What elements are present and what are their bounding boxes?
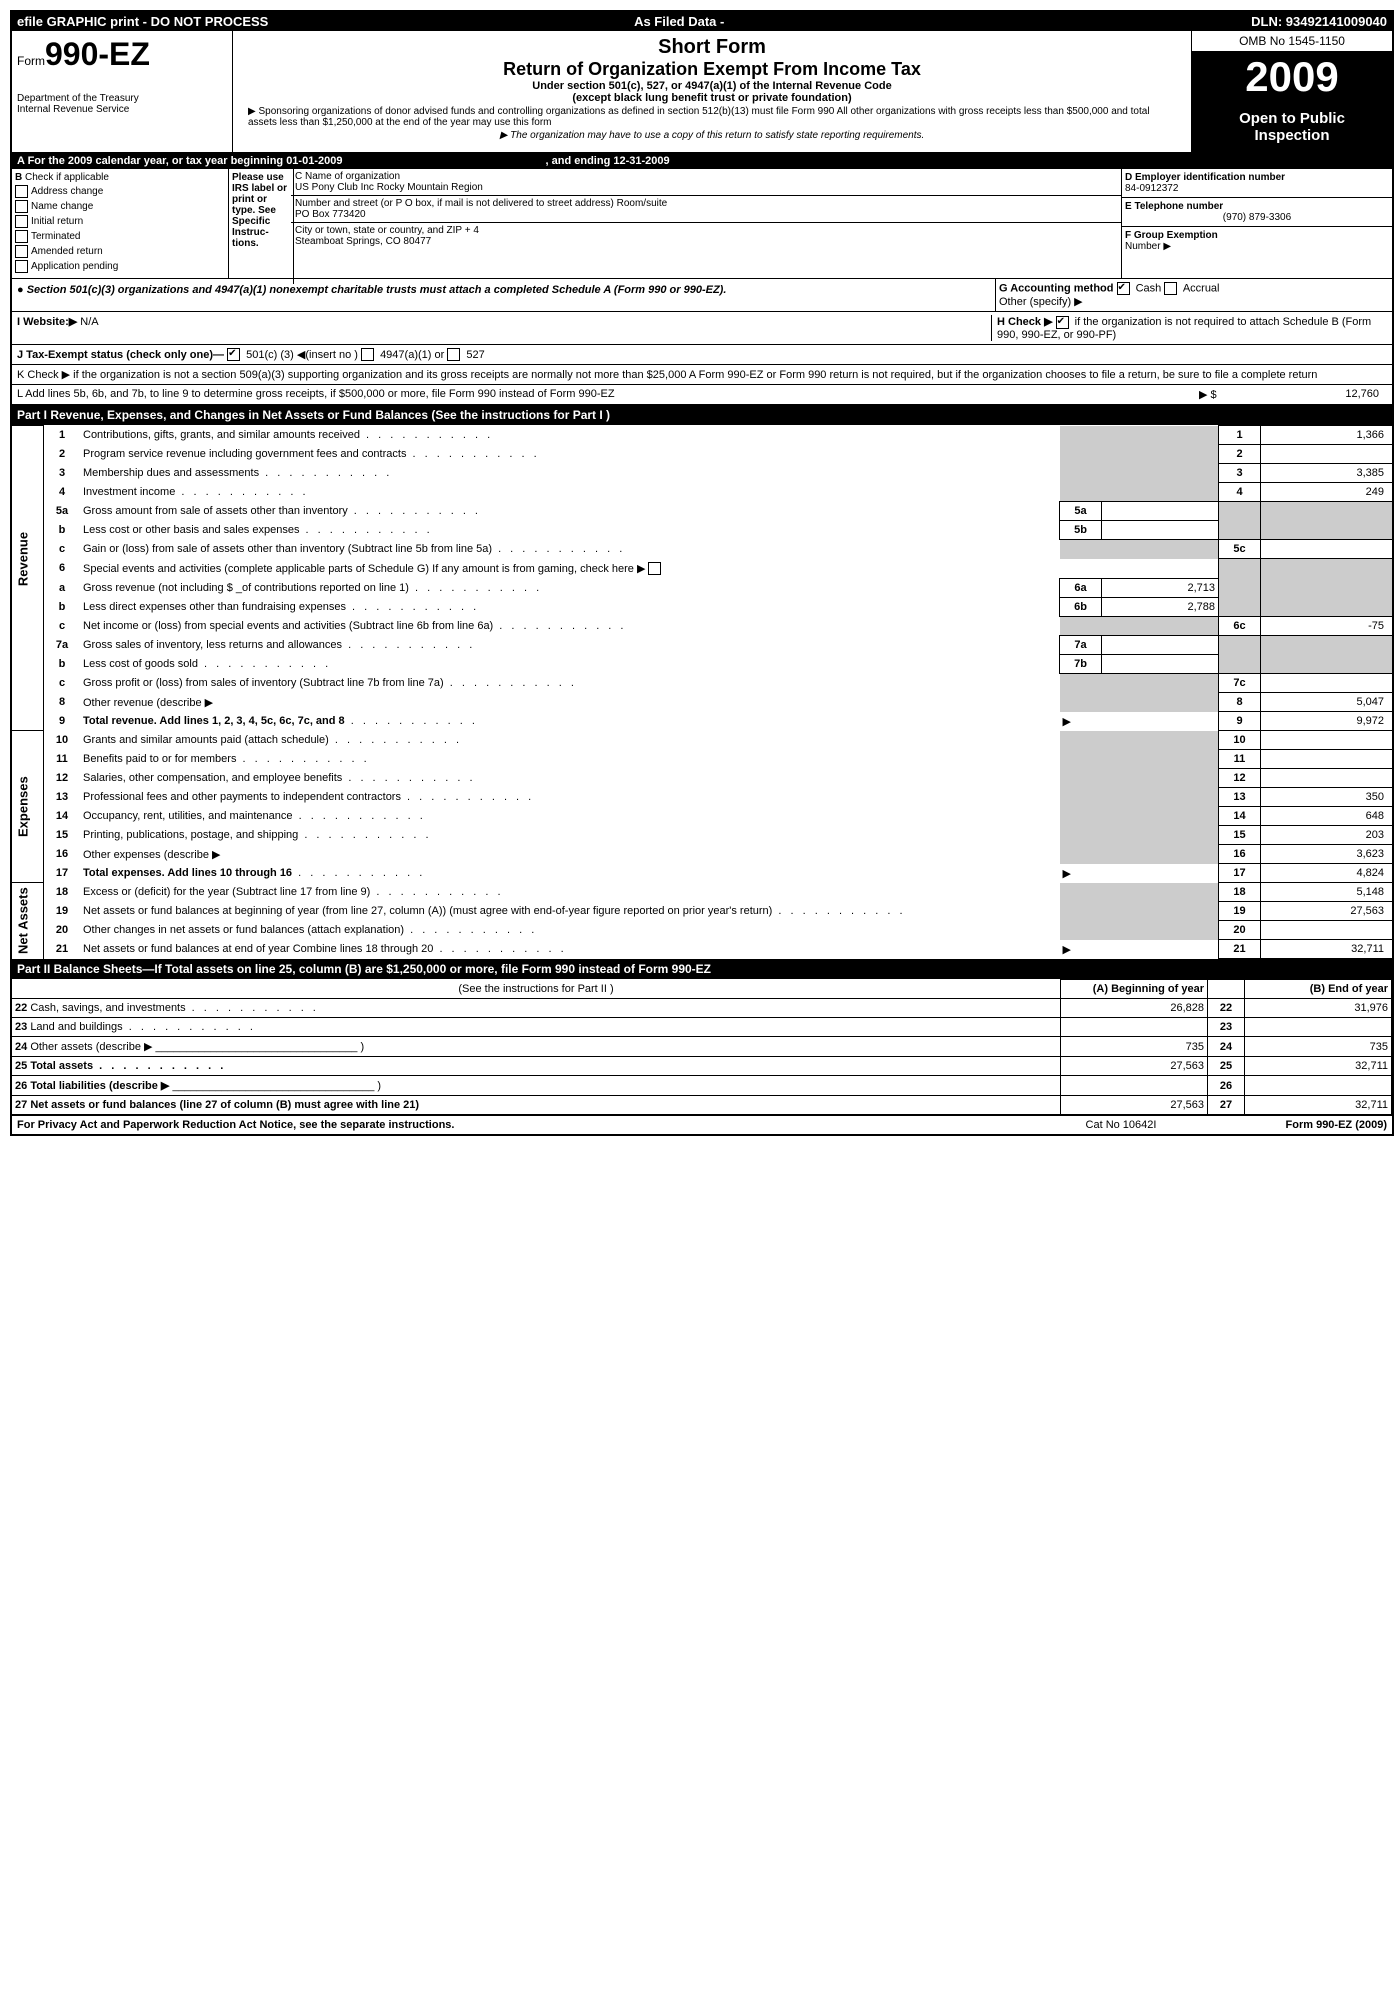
netassets-label: Net Assets: [12, 883, 44, 959]
copy-text: ▶ The organization may have to use a cop…: [238, 130, 1186, 141]
tax-year: 2009: [1192, 52, 1392, 102]
chk-gaming[interactable]: [648, 562, 661, 575]
chk-527[interactable]: [447, 348, 460, 361]
right-cell: OMB No 1545-1150 2009 Open to Public Ins…: [1191, 31, 1392, 152]
form-990ez: efile GRAPHIC print - DO NOT PROCESS As …: [10, 10, 1394, 1136]
chk-cash[interactable]: [1117, 282, 1130, 295]
part1-table: Revenue 1Contributions, gifts, grants, a…: [12, 425, 1392, 959]
short-form-title: Short Form: [238, 36, 1186, 59]
form-number: 990-EZ: [45, 36, 150, 72]
row-a: A For the 2009 calendar year, or tax yea…: [12, 153, 1392, 169]
chk-address-change[interactable]: Address change: [15, 185, 225, 198]
subtitle-2: (except black lung benefit trust or priv…: [238, 92, 1186, 104]
sec-501-right: G Accounting method Cash Accrual Other (…: [995, 279, 1392, 311]
city-row: City or town, state or country, and ZIP …: [291, 223, 1121, 249]
col-b-org-info: Please use IRS label or print or type. S…: [229, 169, 1121, 278]
k-row: K Check ▶ if the organization is not a s…: [12, 365, 1392, 385]
org-name-row: C Name of organization US Pony Club Inc …: [291, 169, 1121, 196]
chk-pending[interactable]: Application pending: [15, 260, 225, 273]
form-prefix: Form: [17, 54, 45, 68]
irs-text: Internal Revenue Service: [17, 104, 227, 115]
addr-row: Number and street (or P O box, if mail i…: [291, 196, 1121, 223]
expenses-label: Expenses: [12, 731, 44, 883]
return-title: Return of Organization Exempt From Incom…: [238, 59, 1186, 80]
title-section: Form990-EZ Department of the Treasury In…: [12, 31, 1392, 153]
chk-4947[interactable]: [361, 348, 374, 361]
top-header: efile GRAPHIC print - DO NOT PROCESS As …: [12, 12, 1392, 31]
website-row: I Website:▶ N/A H Check ▶ if the organiz…: [12, 312, 1392, 345]
privacy-notice: For Privacy Act and Paperwork Reduction …: [17, 1119, 1086, 1131]
group-exemption: F Group Exemption Number ▶: [1122, 227, 1392, 255]
form-number-cell: Form990-EZ Department of the Treasury In…: [12, 31, 233, 152]
chk-name-change[interactable]: Name change: [15, 200, 225, 213]
h-check: H Check ▶ if the organization is not req…: [991, 315, 1387, 341]
section-501: ● Section 501(c)(3) organizations and 49…: [12, 279, 1392, 312]
chk-h[interactable]: [1056, 316, 1069, 329]
title-cell: Short Form Return of Organization Exempt…: [233, 31, 1191, 152]
part2-header: Part II Balance Sheets—If Total assets o…: [12, 959, 1392, 979]
col-b-right: D Employer identification number 84-0912…: [1121, 169, 1392, 278]
balance-row: 22 Cash, savings, and investments26,8282…: [12, 999, 1392, 1018]
balance-table: (See the instructions for Part II ) (A) …: [12, 979, 1392, 1115]
footer: For Privacy Act and Paperwork Reduction …: [12, 1115, 1392, 1134]
sec-501-text: ● Section 501(c)(3) organizations and 49…: [12, 279, 995, 311]
as-filed-text: As Filed Data -: [634, 14, 1251, 29]
cat-no: Cat No 10642I: [1086, 1119, 1286, 1131]
l-row: L Add lines 5b, 6b, and 7b, to line 9 to…: [12, 385, 1392, 405]
chk-terminated[interactable]: Terminated: [15, 230, 225, 243]
tax-exempt-row: J Tax-Exempt status (check only one)— 50…: [12, 345, 1392, 366]
section-b: B Check if applicable Address change Nam…: [12, 169, 1392, 279]
balance-row: 24 Other assets (describe ▶ ____________…: [12, 1037, 1392, 1057]
ein-box: D Employer identification number 84-0912…: [1122, 169, 1392, 198]
chk-amended[interactable]: Amended return: [15, 245, 225, 258]
revenue-label: Revenue: [12, 426, 44, 693]
part1-header: Part I Revenue, Expenses, and Changes in…: [12, 405, 1392, 425]
open-public: Open to Public Inspection: [1192, 102, 1392, 152]
omb-number: OMB No 1545-1150: [1192, 31, 1392, 52]
balance-row: 26 Total liabilities (describe ▶ _______…: [12, 1076, 1392, 1096]
dln-text: DLN: 93492141009040: [1251, 14, 1387, 29]
chk-accrual[interactable]: [1164, 282, 1177, 295]
balance-row: 27 Net assets or fund balances (line 27 …: [12, 1096, 1392, 1115]
sponsor-text: ▶ Sponsoring organizations of donor advi…: [238, 104, 1186, 130]
phone-box: E Telephone number (970) 879-3306: [1122, 198, 1392, 227]
dept-treasury: Department of the Treasury: [17, 93, 227, 104]
efile-text: efile GRAPHIC print - DO NOT PROCESS: [17, 14, 634, 29]
please-label: Please use IRS label or print or type. S…: [229, 169, 294, 284]
chk-501c[interactable]: [227, 348, 240, 361]
chk-initial-return[interactable]: Initial return: [15, 215, 225, 228]
balance-row: 23 Land and buildings23: [12, 1018, 1392, 1037]
col-b-checkboxes: B Check if applicable Address change Nam…: [12, 169, 229, 278]
form-ref: Form 990-EZ (2009): [1286, 1119, 1387, 1131]
balance-row: 25 Total assets27,5632532,711: [12, 1057, 1392, 1076]
subtitle-1: Under section 501(c), 527, or 4947(a)(1)…: [238, 80, 1186, 92]
